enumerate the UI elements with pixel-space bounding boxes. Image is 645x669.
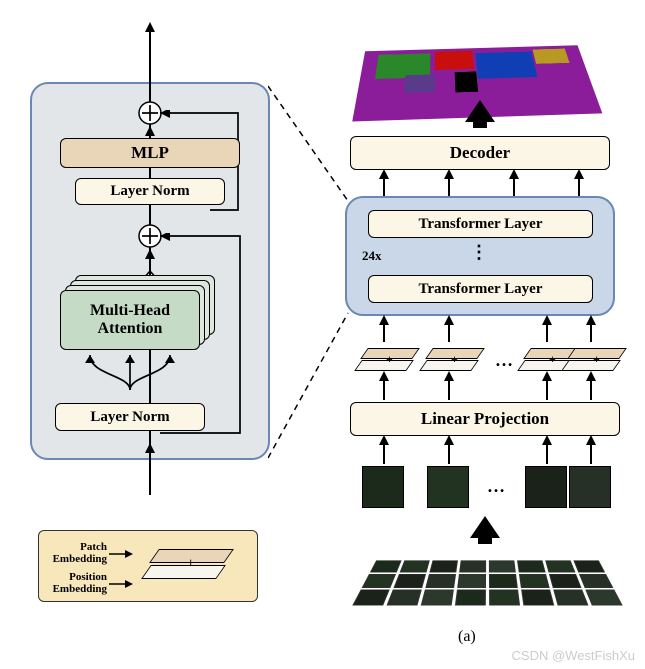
- input-patch-2: [427, 466, 469, 508]
- arr-e1h: [379, 315, 389, 325]
- patch-grid: [351, 560, 623, 607]
- repeat-24x-label: 24x: [362, 248, 382, 264]
- arr-d1h: [379, 169, 389, 179]
- legend-plus: +: [187, 555, 194, 571]
- decoder-block: Decoder: [350, 136, 610, 170]
- arr-e2h: [444, 315, 454, 325]
- patch-big-arrow: [470, 516, 500, 538]
- legend-arrow-1: [109, 549, 133, 559]
- watermark: CSDN @WestFishXu: [512, 648, 635, 663]
- arr-q1h: [379, 435, 389, 445]
- mha-input-arrows: [75, 350, 225, 395]
- input-patch-3: [525, 466, 567, 508]
- dashed-connectors: [268, 78, 353, 463]
- mha-label-2: Attention: [98, 320, 163, 338]
- add-mid-in-arrow: [145, 249, 155, 259]
- patch-embedding-label: PatchEmbedding: [49, 541, 107, 565]
- emb-2-plus: +: [451, 352, 458, 367]
- vdots-transformer: ⋮: [470, 242, 490, 263]
- add-top-in-arrow: [145, 126, 155, 136]
- input-patch-1: [362, 466, 404, 508]
- transformer-layer-bottom: Transformer Layer: [368, 275, 593, 303]
- ln-bottom-block: Layer Norm: [55, 403, 205, 431]
- dots-patch: …: [487, 476, 507, 497]
- seg-arrow-stem: [473, 120, 487, 128]
- arr-e3h: [542, 315, 552, 325]
- dots-emb: …: [495, 350, 515, 371]
- emb-4-bot: [561, 360, 621, 371]
- mha-label-1: Multi-Head: [90, 302, 170, 320]
- linear-projection-block: Linear Projection: [350, 402, 620, 436]
- seg-arrow: [465, 100, 495, 122]
- caption-a: (a): [458, 628, 476, 646]
- emb-1-bot: [354, 360, 414, 371]
- input-patch-4: [569, 466, 611, 508]
- arr-d2h: [444, 169, 454, 179]
- arr-d3h: [509, 169, 519, 179]
- legend-para-bot: [141, 565, 226, 579]
- legend-arrow-2: [109, 579, 133, 589]
- arr-p2h: [444, 371, 454, 381]
- legend-box: PatchEmbedding PositionEmbedding +: [38, 530, 258, 602]
- arr-p1h: [379, 371, 389, 381]
- transformer-layer-top: Transformer Layer: [368, 210, 593, 238]
- patch-big-arrow-stem: [478, 536, 492, 544]
- mlp-block: MLP: [60, 138, 240, 168]
- emb-1-plus: +: [386, 352, 393, 367]
- arr-q2h: [444, 435, 454, 445]
- arr-p3h: [542, 371, 552, 381]
- arr-q4h: [586, 435, 596, 445]
- left-top-arrow: [145, 22, 155, 32]
- arr-d4h: [574, 169, 584, 179]
- emb-2-bot: [419, 360, 479, 371]
- arr-q3h: [542, 435, 552, 445]
- arr-e4h: [586, 315, 596, 325]
- left-bottom-arrow: [145, 443, 155, 453]
- position-embedding-label: PositionEmbedding: [49, 571, 107, 595]
- emb-3-plus: +: [549, 352, 556, 367]
- arr-p4h: [586, 371, 596, 381]
- ln-top-block: Layer Norm: [75, 178, 225, 205]
- emb-4-plus: +: [593, 352, 600, 367]
